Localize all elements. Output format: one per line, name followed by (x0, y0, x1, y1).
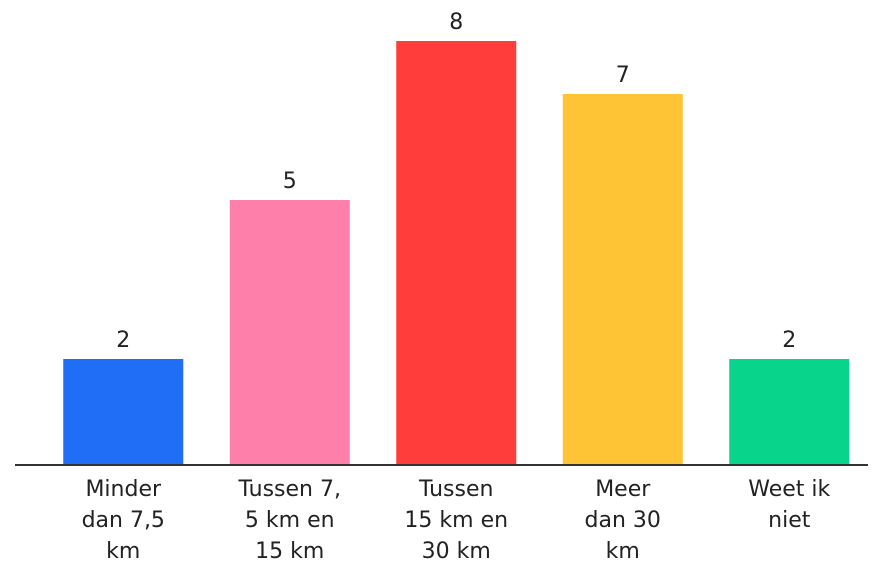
bar (63, 359, 184, 465)
bar (729, 359, 850, 465)
value-label: 8 (449, 10, 463, 35)
value-label: 7 (616, 63, 630, 88)
x-tick-label: Tussen 7, 5 km en 15 km (238, 477, 341, 564)
bar (229, 200, 350, 465)
value-label: 2 (782, 328, 796, 353)
value-label: 5 (283, 169, 297, 194)
bar (396, 41, 517, 465)
bar (562, 94, 683, 465)
x-tick-label: Tussen 15 km en 30 km (404, 477, 509, 564)
x-tick-label: Meer dan 30 km (584, 477, 661, 564)
value-label: 2 (116, 328, 130, 353)
x-tick-label: Weet ik niet (748, 477, 831, 533)
x-tick-label: Minder dan 7,5 km (81, 477, 165, 564)
